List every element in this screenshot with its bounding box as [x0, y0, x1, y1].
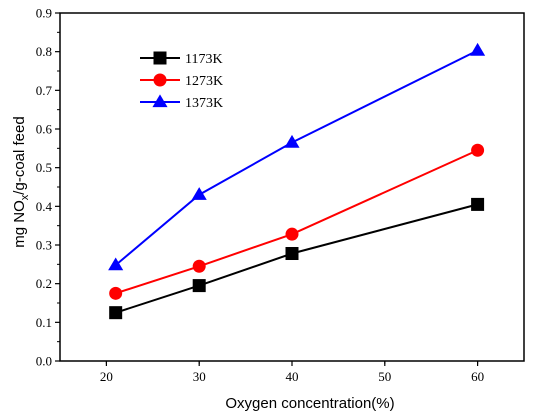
y-tick-label: 0.4: [36, 199, 53, 214]
x-tick-label: 60: [471, 369, 484, 384]
series-line: [115, 149, 479, 295]
data-point: [285, 247, 299, 261]
data-point: [285, 227, 299, 241]
y-tick-label: 0.0: [36, 354, 52, 369]
legend-label: 1273K: [185, 74, 223, 89]
series-1373K: [108, 42, 486, 271]
data-point: [191, 187, 207, 200]
data-point: [284, 134, 300, 148]
y-tick-label: 0.7: [36, 83, 53, 98]
y-tick-label: 0.2: [36, 276, 52, 291]
y-tick-label: 0.5: [36, 160, 52, 175]
legend-label: 1173K: [185, 52, 223, 67]
y-axis-title: mg NOx/g-coal feed: [11, 116, 31, 247]
data-point: [153, 51, 167, 65]
series-line: [115, 49, 479, 266]
x-tick-label: 30: [193, 369, 206, 384]
series-1173K: [109, 197, 485, 320]
data-point: [108, 257, 124, 271]
y-axis-title-main: mg NO: [11, 200, 28, 248]
legend-entry-1273K: 1273K: [140, 73, 223, 89]
y-tick-label: 0.3: [36, 238, 52, 253]
x-tick-label: 40: [286, 369, 299, 384]
legend-entry-1373K: 1373K: [140, 94, 223, 111]
axes: 20 30 40 50 60 0.0 0.1 0.2 0.3 0.4 0.5 0.6 0.7 0.8 0.9: [36, 6, 525, 384]
y-tick-label: 0.6: [36, 122, 53, 137]
data-point: [152, 94, 168, 108]
x-tick-label: 50: [378, 369, 391, 384]
x-axis-title: Oxygen concentration(%): [225, 395, 394, 412]
y-axis-title-rest: /g-coal feed: [11, 116, 28, 194]
y-axis-title-subscript: x: [19, 194, 31, 200]
series-layer: [108, 42, 486, 320]
y-tick-label: 0.1: [36, 315, 52, 330]
data-point: [109, 306, 123, 320]
data-point: [192, 259, 206, 273]
data-point: [192, 279, 206, 293]
y-tick-label: 0.8: [36, 44, 52, 59]
data-point: [109, 286, 123, 300]
data-point: [471, 143, 485, 157]
x-tick-label: 20: [100, 369, 113, 384]
legend: 1173K 1273K 1373K: [140, 51, 223, 111]
legend-entry-1173K: 1173K: [140, 51, 223, 67]
series-1273K: [109, 143, 485, 300]
legend-label: 1373K: [185, 96, 223, 111]
series-line: [115, 203, 478, 314]
y-tick-label: 0.9: [36, 6, 52, 21]
data-point: [153, 73, 167, 87]
data-point: [470, 42, 486, 56]
data-point: [471, 197, 485, 211]
